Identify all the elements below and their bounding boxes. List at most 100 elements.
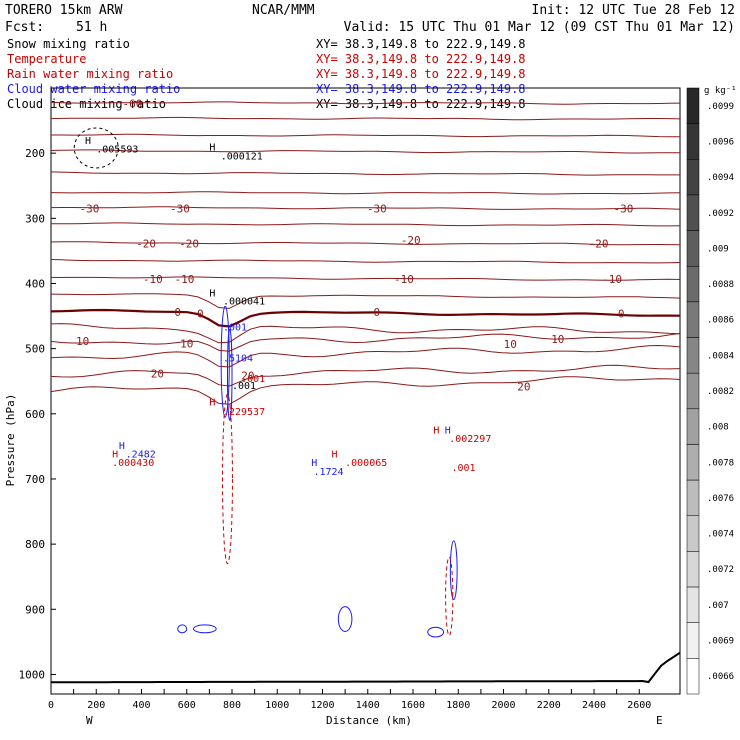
x-tick-label: 2200: [537, 700, 561, 711]
hydrometeor-contour: [226, 328, 233, 421]
snow-contour: [73, 127, 119, 169]
temperature-contour: [50, 171, 680, 176]
y-tick-label: 1000: [19, 668, 46, 681]
colorbar-swatch: [686, 337, 700, 374]
x-tick-label: 2000: [491, 700, 515, 711]
colorbar-swatch: [686, 265, 700, 303]
temperature-label: -20: [589, 238, 609, 251]
temperature-contour: [50, 206, 681, 210]
temperature-label: -30: [367, 203, 387, 216]
y-tick-label: 600: [25, 408, 45, 421]
temperature-contour: [50, 276, 681, 281]
temperature-contour: [50, 332, 681, 352]
temperature-label: 20: [517, 380, 530, 393]
x-tick-label: 1200: [310, 700, 334, 711]
colorbar-label: .007: [707, 601, 729, 611]
legend-snow-xy: XY= 38.3,149.8 to 222.9,149.8: [316, 37, 526, 51]
fcst-value: 51 h: [76, 20, 107, 35]
header: TORERO 15km ARW NCAR/MMM Init: 12 UTC Tu…: [5, 3, 735, 35]
x-tick-label: 800: [223, 700, 241, 711]
hydrometeor-contour: [445, 556, 454, 636]
extremum-label: H: [85, 136, 91, 147]
valid-time: Valid: 15 UTC Thu 01 Mar 12 (09 CST Thu …: [344, 20, 735, 35]
extremum-label: .002297: [449, 434, 491, 445]
model-title: TORERO 15km ARW: [5, 3, 123, 18]
y-tick-label: 900: [25, 603, 45, 616]
temperature-label: 20: [151, 367, 164, 380]
extremum-label: .5104: [223, 354, 253, 365]
legend: Snow mixing ratio XY= 38.3,149.8 to 222.…: [7, 37, 526, 111]
legend-cloud-ice: Cloud ice mixing ratio: [7, 97, 166, 111]
temperature-contour: [50, 101, 681, 105]
x-tick-label: 1400: [356, 700, 380, 711]
colorbar-swatch: [686, 479, 700, 517]
x-tick-label: 1600: [401, 700, 425, 711]
colorbar-label: .0094: [707, 173, 734, 183]
extremum-label: H: [209, 289, 215, 300]
y-tick-label: 500: [25, 343, 45, 356]
legend-rain-xy: XY= 38.3,149.8 to 222.9,149.8: [316, 67, 526, 81]
colorbar-swatch: [686, 123, 700, 160]
legend-cloud-water: Cloud water mixing ratio: [7, 82, 180, 96]
colorbar-swatch: [686, 586, 700, 623]
colorbar-label: .0078: [707, 458, 734, 468]
hydrometeor-contour: [177, 624, 188, 634]
x-tick-label: 2400: [582, 700, 606, 711]
east-label: E: [656, 714, 663, 727]
extremum-label: H: [112, 449, 118, 460]
terrain-profile: [51, 651, 681, 684]
y-tick-label: 400: [25, 277, 45, 290]
x-tick-label: 2600: [627, 700, 651, 711]
x-tick-label: 200: [87, 700, 105, 711]
temperature-label: -10: [394, 273, 414, 286]
extremum-label: .229537: [223, 407, 265, 418]
temperature-label: 0: [197, 307, 204, 320]
extremum-label: H: [311, 458, 317, 469]
hydrometeor-contour: [193, 624, 217, 634]
extrema-labels: H.005593 H.000121H.000041.001.5104.001.00…: [85, 136, 491, 478]
extremum-label: .000065: [345, 458, 387, 469]
colorbar-label: .009: [707, 244, 729, 254]
temperature-contour: [50, 376, 681, 405]
y-axis: 200 300 400 500 600 700 800 900 1000: [19, 87, 56, 681]
extremum-label: H: [209, 143, 215, 154]
init-time: Init: 12 UTC Tue 28 Feb 12: [532, 3, 736, 18]
terrain-line: [51, 651, 681, 684]
colorbar-swatch: [686, 444, 700, 481]
colorbar-label: .0086: [707, 316, 734, 326]
temperature-contour: [50, 293, 681, 309]
west-label: W: [86, 714, 93, 727]
y-axis-label: Pressure (hPa): [4, 394, 17, 487]
colorbar-swatch: [686, 230, 700, 267]
temperature-label: -60: [123, 98, 143, 111]
x-tick-label: 1000: [265, 700, 289, 711]
colorbar-label: .0082: [707, 387, 734, 397]
hydrometeor-contour: [337, 606, 353, 632]
temperature-contours: [50, 101, 681, 405]
temperature-contour: [50, 308, 681, 328]
extremum-label: .1724: [313, 467, 343, 478]
x-axis: 0 200 400 600 800 1000 1200 1400 1600 1800 2000 220…: [48, 689, 651, 711]
temperature-contour: [50, 116, 681, 121]
extremum-label: .005593: [96, 145, 138, 156]
colorbar-swatch: [686, 87, 700, 124]
x-tick-label: 400: [132, 700, 150, 711]
x-tick-label: 600: [178, 700, 196, 711]
colorbar-label: .0074: [707, 530, 734, 540]
extremum-label: .000121: [221, 152, 263, 163]
temperature-labels: -60 -30 -30 -30 -30 -20 -20 -20 -20 -10 -10 -10 -10 0…: [76, 98, 633, 394]
plot-frame: [50, 87, 681, 695]
temperature-contour: [50, 364, 681, 387]
extremum-label: H: [209, 397, 215, 408]
colorbar-swatch: [686, 658, 700, 695]
legend-rain: Rain water mixing ratio: [7, 67, 173, 81]
extremum-label: .001: [223, 322, 247, 333]
temperature-label: -20: [179, 238, 199, 251]
temperature-label: 10: [180, 337, 193, 350]
y-tick-label: 700: [25, 473, 45, 486]
temperature-contour: [50, 191, 681, 195]
colorbar-swatch: [686, 301, 700, 338]
temperature-label: -30: [80, 203, 100, 216]
temperature-contour: [50, 259, 681, 264]
extremum-label: .000041: [223, 296, 265, 307]
